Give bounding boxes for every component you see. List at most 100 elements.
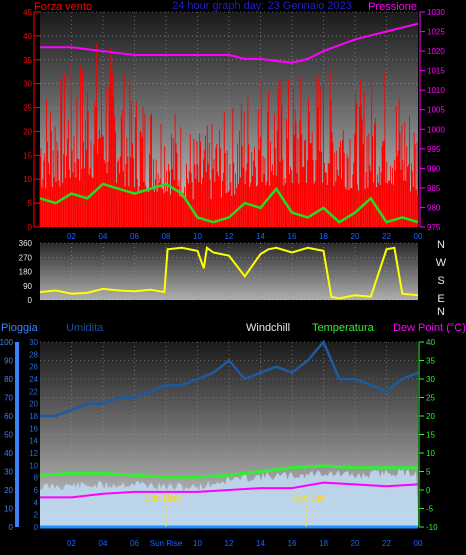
humidity-tick-label: 10 [29,461,38,470]
pressure-tick-label: 1020 [427,47,445,56]
x-tick-label-top: 06 [130,232,139,241]
temperature-tick-label: -5 [426,505,434,514]
x-tick-label-top: 14 [256,232,265,241]
humidity-tick-label: 26 [29,363,38,372]
pressure-axis-title: Pressione [368,1,417,13]
pressure-tick-label: 1030 [427,8,445,17]
x-tick-label-top: 02 [67,232,76,241]
pressure-tick-label: 1000 [427,125,445,134]
x-tick-label-top: 18 [319,232,328,241]
wind-tick-label: 20 [23,127,32,136]
chart-title: 24 hour graph day: 23 Gennaio 2023 [172,0,352,12]
wind-tick-label: 10 [23,175,32,184]
rain-tick-label: 20 [4,486,13,495]
sunset-annotation: Sun Set [292,493,325,503]
pressure-tick-label: 995 [427,145,441,154]
wind-tick-label: 40 [23,32,32,41]
direction-tick-label: 90 [23,282,32,291]
x-tick-label-bottom: 16 [288,539,297,548]
wind-tick-label: 30 [23,80,32,89]
direction-tick-label: 360 [19,239,33,248]
wind-tick-label: 25 [23,104,32,113]
temperature-tick-label: 5 [426,468,431,477]
temperature-tick-label: 20 [426,412,435,421]
humidity-tick-label: 28 [29,350,38,359]
temperature-tick-label: 25 [426,394,435,403]
temperature-label: Temperatura [312,322,375,334]
compass-n-bottom: N [437,306,445,318]
rain-tick-label: 60 [4,412,13,421]
temperature-tick-label: 0 [426,486,431,495]
dewpoint-label: Dew Point (°C) [393,322,466,334]
rain-tick-label: 0 [9,523,14,532]
humidity-tick-label: 16 [29,424,38,433]
pressure-tick-label: 975 [427,223,441,232]
humidity-tick-label: 14 [29,437,38,446]
x-tick-label-top: 22 [382,232,391,241]
wind-tick-label: 15 [23,151,32,160]
rain-tick-label: 30 [4,468,13,477]
x-tick-label-top: 12 [225,232,234,241]
x-tick-label-bottom: 20 [351,539,360,548]
rain-tick-label: 50 [4,431,13,440]
wind-tick-label: 35 [23,56,32,65]
compass-s: S [437,275,444,287]
x-tick-label-top: 20 [351,232,360,241]
x-tick-label-top: 08 [162,232,171,241]
humidity-tick-label: 8 [34,474,39,483]
pressure-tick-label: 985 [427,184,441,193]
wind-axis-title: Forza vento [34,1,92,13]
humidity-tick-label: 12 [29,449,38,458]
direction-tick-label: 270 [19,253,33,262]
series-temperatura [39,464,418,479]
direction-tick-label: 0 [28,296,33,305]
temperature-tick-label: 40 [426,338,435,347]
x-tick-label-top: 16 [288,232,297,241]
pressure-tick-label: 1015 [427,67,445,76]
humidity-tick-label: 2 [34,511,39,520]
rain-tick-label: 10 [4,505,13,514]
x-tick-label-bottom: Sun Rise [150,539,183,548]
humidity-tick-label: 24 [29,375,38,384]
temperature-tick-label: 35 [426,357,435,366]
series-dew-point [40,481,419,499]
x-tick-label-top: 10 [193,232,202,241]
series-media-vento [39,182,419,224]
series-pressione [40,22,419,64]
humidity-tick-label: 22 [29,387,38,396]
x-tick-label-bottom: 02 [67,539,76,548]
pressure-tick-label: 1025 [427,28,445,37]
x-tick-label-bottom: 06 [130,539,139,548]
x-tick-label-bottom: 14 [256,539,265,548]
wind-tick-label: 0 [28,223,33,232]
x-tick-label-bottom: 10 [193,539,202,548]
pressure-tick-label: 980 [427,203,441,212]
rain-tick-label: 90 [4,357,13,366]
pressure-tick-label: 1010 [427,86,445,95]
rain-tick-label: 70 [4,394,13,403]
x-tick-label-bottom: 00 [414,539,423,548]
rain-tick-label: 100 [0,338,14,347]
temperature-tick-label: 10 [426,449,435,458]
pressure-tick-label: 990 [427,164,441,173]
humidity-tick-label: 0 [34,523,39,532]
rain-tick-label: 40 [4,449,13,458]
humidity-tick-label: 6 [34,486,39,495]
temperature-tick-label: 30 [426,375,435,384]
series-direzione [39,246,419,300]
humidity-tick-label: 30 [29,338,38,347]
humidity-tick-label: 18 [29,412,38,421]
humidity-label: Umidita [66,322,104,334]
windchill-label: Windchill [246,322,290,334]
x-tick-label-top: 00 [414,232,423,241]
pressure-tick-label: 1005 [427,106,445,115]
rain-label: Pioggia [1,322,39,334]
x-tick-label-bottom: 18 [319,539,328,548]
direction-tick-label: 180 [19,268,33,277]
wind-tick-label: 45 [23,8,32,17]
x-tick-label-top: 04 [99,232,108,241]
compass-n-top: N [437,239,445,251]
x-tick-label-bottom: 04 [99,539,108,548]
